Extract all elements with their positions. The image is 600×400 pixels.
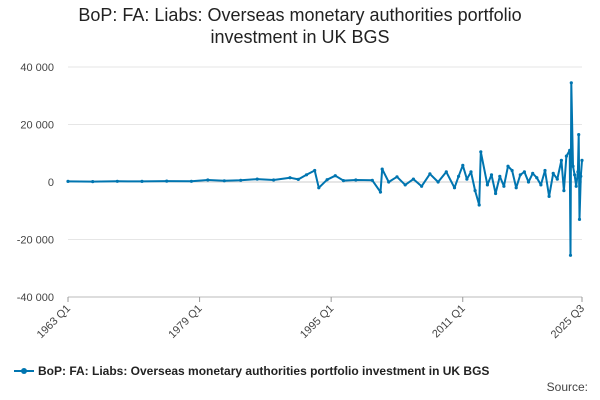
data-point [140, 179, 144, 183]
y-tick-labels: 40 000 20 000 0 -20 000 -40 000 [17, 62, 54, 304]
data-point [485, 183, 489, 187]
series-line [67, 81, 583, 257]
y-tick-label: 40 000 [20, 62, 54, 74]
data-point [341, 179, 346, 183]
x-tick-label: 2025 Q3 [549, 303, 587, 341]
data-point [465, 177, 469, 181]
data-point [555, 177, 559, 181]
data-point [317, 186, 321, 190]
data-point [411, 177, 415, 181]
data-point [444, 170, 448, 174]
chart-title: BoP: FA: Liabs: Overseas monetary author… [0, 4, 600, 48]
data-point [333, 174, 337, 178]
data-point [543, 168, 547, 173]
data-point [547, 194, 551, 198]
data-point [535, 176, 539, 180]
data-point [91, 180, 95, 184]
chart-title-line-1: BoP: FA: Liabs: Overseas monetary author… [78, 5, 522, 25]
data-point [477, 203, 481, 207]
data-point [510, 168, 514, 173]
y-tick-label: -40 000 [17, 292, 54, 304]
data-point [514, 186, 518, 190]
data-point [576, 170, 580, 174]
data-point [498, 174, 502, 178]
data-point [370, 178, 374, 182]
data-point [436, 180, 440, 184]
data-point [469, 170, 473, 174]
data-point [579, 174, 583, 178]
data-point [457, 174, 461, 178]
data-point [531, 171, 535, 175]
data-point [115, 179, 119, 183]
x-tick-label: 1963 Q1 [35, 303, 73, 341]
axes [67, 296, 583, 302]
y-tick-label: -20 000 [17, 235, 54, 247]
data-point [325, 178, 329, 182]
x-tick-label: 1979 Q1 [166, 303, 204, 341]
data-point [568, 148, 572, 152]
data-point [403, 183, 407, 187]
series-layer [66, 81, 584, 257]
data-point [395, 175, 399, 179]
data-point [506, 164, 510, 168]
data-point [577, 133, 581, 137]
source-label: Source: [546, 380, 588, 394]
x-tick-label: 2011 Q1 [430, 303, 468, 341]
data-point [551, 171, 555, 175]
legend-line-marker-icon [14, 366, 34, 376]
data-point [206, 178, 210, 182]
data-point [288, 176, 292, 180]
data-point [539, 183, 543, 187]
data-point [489, 173, 494, 177]
data-point [428, 172, 432, 176]
x-tick-label: 1995 Q1 [298, 303, 336, 341]
data-point [296, 177, 300, 181]
data-point [380, 167, 384, 171]
chart-title-line-2: investment in UK BGS [210, 27, 390, 47]
data-point [189, 179, 193, 183]
data-point [564, 154, 569, 158]
data-point [559, 158, 564, 162]
data-point [580, 158, 584, 162]
data-point [568, 253, 573, 257]
data-point [272, 178, 276, 182]
data-point [571, 164, 575, 168]
data-point [354, 178, 358, 182]
data-point [387, 180, 391, 184]
x-tick-labels: 1963 Q1 1979 Q1 1995 Q1 2011 Q1 2025 Q3 [35, 303, 587, 341]
data-point [562, 189, 566, 193]
data-point [313, 168, 317, 173]
data-point [255, 177, 259, 181]
data-point [420, 184, 424, 188]
data-point [239, 178, 243, 182]
data-point [461, 163, 465, 167]
data-point [526, 180, 531, 184]
y-tick-label: 20 000 [20, 120, 54, 132]
legend-label: BoP: FA: Liabs: Overseas monetary author… [38, 364, 490, 378]
data-point [452, 186, 457, 190]
data-point [378, 190, 383, 194]
data-point [165, 179, 169, 183]
data-point [522, 170, 527, 174]
data-point [473, 189, 477, 193]
data-point [479, 150, 483, 154]
data-point [304, 173, 309, 177]
data-point [222, 179, 226, 183]
legend: BoP: FA: Liabs: Overseas monetary author… [14, 364, 489, 378]
data-point [569, 81, 573, 85]
data-point [66, 179, 70, 183]
data-point [502, 184, 506, 188]
y-tick-label: 0 [48, 177, 54, 189]
data-point [573, 173, 577, 177]
data-point [577, 217, 582, 221]
data-point [494, 191, 498, 196]
data-point [574, 184, 578, 188]
data-point [518, 173, 522, 177]
